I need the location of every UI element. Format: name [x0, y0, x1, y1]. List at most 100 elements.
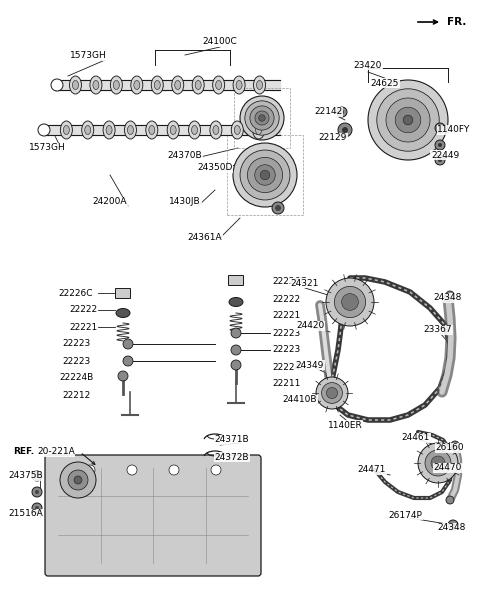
Ellipse shape [149, 125, 155, 134]
Circle shape [32, 471, 42, 481]
Ellipse shape [216, 80, 222, 89]
Circle shape [85, 465, 95, 475]
Text: 22223: 22223 [62, 339, 90, 348]
Text: 22222: 22222 [69, 305, 97, 314]
Circle shape [368, 80, 448, 160]
FancyBboxPatch shape [228, 275, 243, 285]
FancyBboxPatch shape [45, 455, 261, 576]
Circle shape [259, 115, 265, 122]
Text: 24410B: 24410B [283, 395, 317, 404]
Ellipse shape [256, 125, 262, 134]
Text: 26174P: 26174P [388, 511, 422, 519]
Text: 23367: 23367 [424, 325, 452, 334]
Circle shape [233, 143, 297, 207]
Ellipse shape [229, 297, 243, 306]
Circle shape [342, 294, 359, 311]
Circle shape [35, 474, 39, 478]
Text: 24349: 24349 [296, 361, 324, 370]
Circle shape [247, 157, 283, 193]
Circle shape [250, 106, 274, 130]
Circle shape [326, 387, 337, 399]
Text: 24371B: 24371B [215, 435, 249, 444]
Circle shape [255, 165, 275, 185]
Ellipse shape [72, 80, 78, 89]
Circle shape [60, 462, 96, 498]
Text: 22221: 22221 [272, 311, 300, 320]
Ellipse shape [85, 125, 91, 134]
Text: 22224B: 22224B [272, 362, 306, 371]
Ellipse shape [93, 80, 99, 89]
Ellipse shape [151, 76, 163, 94]
Circle shape [444, 294, 452, 302]
Text: 24470: 24470 [434, 463, 462, 472]
Circle shape [342, 127, 348, 133]
Circle shape [335, 286, 366, 317]
Ellipse shape [124, 121, 136, 139]
Circle shape [438, 143, 442, 147]
Circle shape [435, 155, 445, 165]
Ellipse shape [192, 76, 204, 94]
Ellipse shape [167, 121, 179, 139]
Text: 22223: 22223 [272, 345, 300, 354]
Ellipse shape [192, 125, 198, 134]
Text: 22221: 22221 [69, 322, 97, 331]
Circle shape [51, 79, 63, 91]
Circle shape [231, 328, 241, 338]
Text: 22223: 22223 [272, 328, 300, 337]
Circle shape [425, 450, 451, 476]
Ellipse shape [146, 121, 158, 139]
Ellipse shape [210, 121, 222, 139]
Text: 24100C: 24100C [203, 38, 238, 46]
Circle shape [169, 465, 179, 475]
Text: 22226C: 22226C [272, 277, 307, 286]
Text: 24348: 24348 [434, 294, 462, 303]
Circle shape [386, 98, 430, 142]
Text: 24370B: 24370B [168, 151, 202, 159]
Text: 24361A: 24361A [188, 233, 222, 243]
Ellipse shape [116, 308, 130, 317]
Ellipse shape [233, 76, 245, 94]
Circle shape [260, 170, 270, 180]
Ellipse shape [106, 125, 112, 134]
Text: 20-221A: 20-221A [37, 447, 75, 457]
Ellipse shape [110, 76, 122, 94]
Text: REF.: REF. [13, 447, 34, 457]
Text: 22142: 22142 [314, 108, 342, 117]
Ellipse shape [90, 76, 102, 94]
Circle shape [338, 123, 352, 137]
Text: 1140FY: 1140FY [437, 125, 471, 134]
Text: 24375B: 24375B [9, 471, 43, 480]
Text: 1573GH: 1573GH [29, 143, 65, 153]
Circle shape [448, 520, 458, 530]
Ellipse shape [195, 80, 201, 89]
Ellipse shape [253, 76, 265, 94]
FancyArrowPatch shape [418, 20, 437, 24]
Circle shape [240, 150, 290, 200]
Text: 24471: 24471 [358, 466, 386, 474]
Circle shape [435, 123, 445, 133]
Ellipse shape [103, 121, 115, 139]
Ellipse shape [213, 76, 225, 94]
Circle shape [377, 89, 439, 151]
Text: 22226C: 22226C [59, 289, 93, 297]
Text: 24348: 24348 [438, 523, 466, 533]
Ellipse shape [113, 80, 120, 89]
Ellipse shape [131, 76, 143, 94]
Text: 1573GH: 1573GH [70, 52, 107, 61]
Text: 21516A: 21516A [9, 510, 43, 519]
Circle shape [255, 111, 269, 125]
Ellipse shape [128, 125, 133, 134]
Ellipse shape [154, 80, 160, 89]
Circle shape [403, 115, 413, 125]
Circle shape [245, 101, 279, 135]
FancyArrowPatch shape [82, 454, 95, 465]
Text: FR.: FR. [447, 17, 467, 27]
Ellipse shape [63, 125, 70, 134]
Ellipse shape [70, 76, 82, 94]
Text: 24200A: 24200A [93, 198, 127, 207]
Text: 24321: 24321 [291, 278, 319, 288]
Ellipse shape [236, 80, 242, 89]
Circle shape [451, 523, 455, 527]
Circle shape [435, 140, 445, 150]
Circle shape [32, 503, 42, 513]
